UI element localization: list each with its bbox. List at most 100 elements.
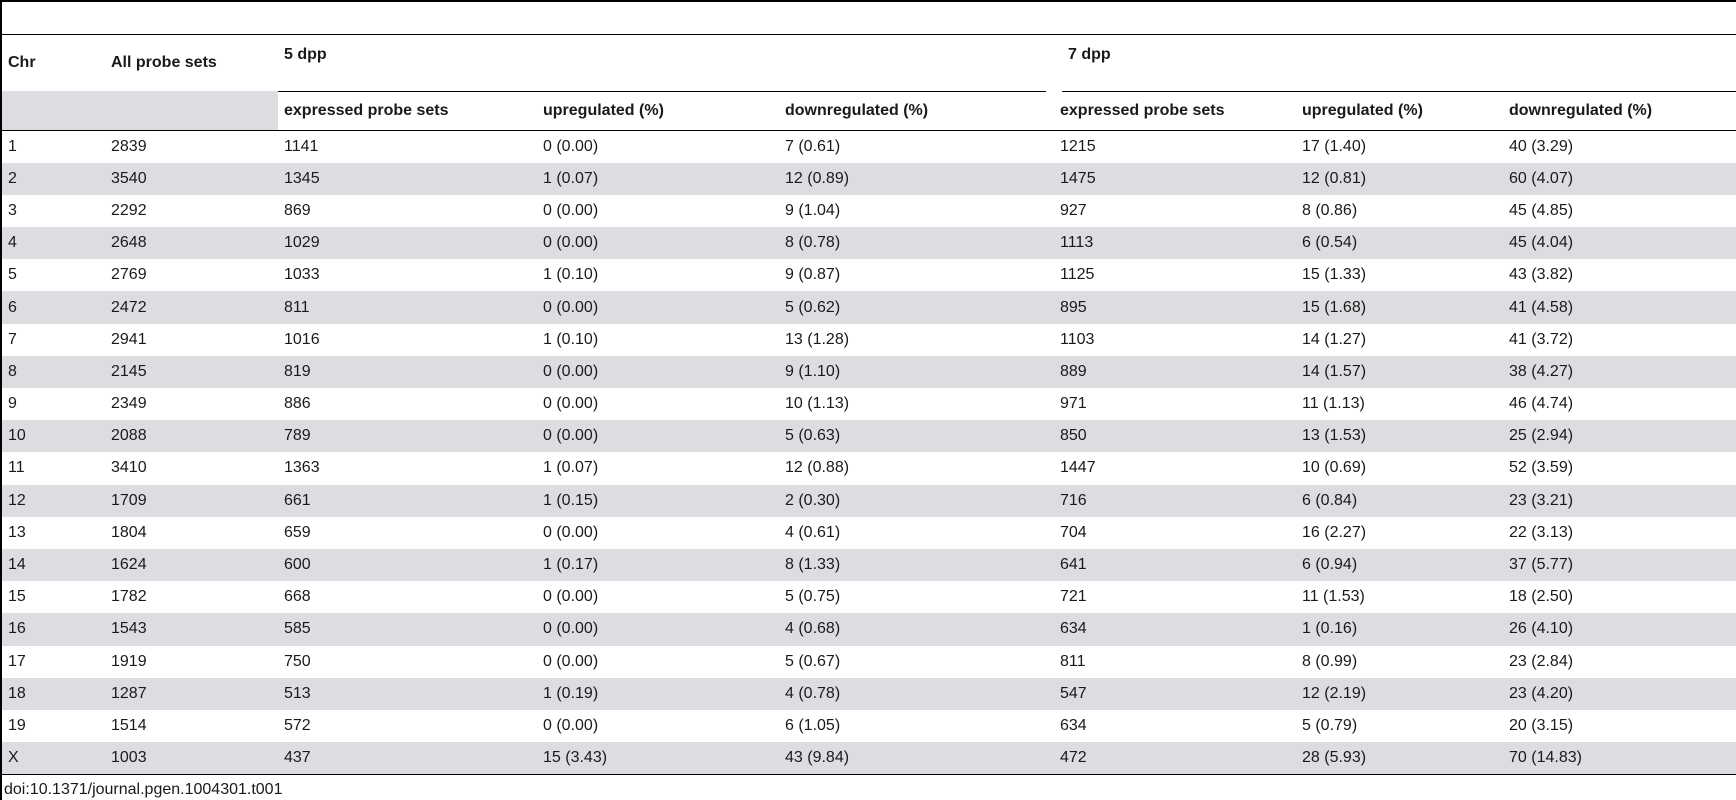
cell-5dpp-up: 1 (0.10) [543, 330, 599, 348]
cell-7dpp-down: 40 (3.29) [1509, 137, 1574, 155]
cell-7dpp-down: 46 (4.74) [1509, 395, 1574, 413]
cell-5dpp-down: 5 (0.67) [785, 652, 841, 670]
cell-7dpp-expressed: 634 [1060, 716, 1087, 734]
cell-7dpp-expressed: 641 [1054, 548, 1296, 582]
cell-chr: 3 [8, 201, 17, 219]
cell-chr: 7 [8, 330, 17, 348]
cell-chr: 11 [8, 459, 25, 477]
table-row: 11 3410 1363 1 (0.07) 12 (0.88) 1447 10 (0.69)… [2, 452, 1736, 484]
cell-chr: 15 [8, 588, 26, 606]
header-all-blank [105, 91, 278, 131]
cell-7dpp-down: 20 (3.15) [1509, 716, 1574, 734]
cell-7dpp-down: 23 (3.21) [1503, 484, 1736, 517]
cell-7dpp-up: 12 (2.19) [1296, 677, 1503, 710]
table-row: 16 1543 585 0 (0.00) 4 (0.68) 634 1 (0.16) 26 (… [2, 613, 1736, 646]
cell-5dpp-expressed: 869 [284, 201, 311, 219]
cell-5dpp-up: 1 (0.17) [537, 548, 779, 582]
cell-chr: 10 [2, 420, 105, 453]
cell-7dpp-down: 60 (4.07) [1503, 162, 1736, 195]
cell-5dpp-expressed: 1141 [284, 137, 319, 155]
cell-7dpp-up: 11 (1.53) [1302, 588, 1365, 606]
top-rule [0, 0, 1736, 2]
doi-caption: doi:10.1371/journal.pgen.1004301.t001 [4, 781, 283, 798]
cell-5dpp-expressed: 1345 [278, 162, 537, 195]
cell-all-probe-sets: 2292 [111, 201, 147, 219]
cell-chr: 12 [2, 484, 105, 517]
cell-7dpp-up: 6 (0.94) [1296, 548, 1503, 582]
cell-chr: 5 [8, 266, 17, 284]
table-row: 12 1709 661 1 (0.15) 2 (0.30) 716 6 (0.84) 23 (… [2, 484, 1736, 517]
cell-7dpp-expressed: 721 [1060, 588, 1087, 606]
header-rule [0, 34, 1736, 35]
table-row: 4 2648 1029 0 (0.00) 8 (0.78) 1113 6 (0.54) 45 … [2, 227, 1736, 260]
cell-7dpp-up: 1 (0.16) [1296, 613, 1503, 646]
cell-5dpp-down: 8 (1.33) [779, 548, 1054, 582]
cell-5dpp-down: 12 (0.88) [785, 459, 850, 477]
cell-5dpp-up: 0 (0.00) [543, 716, 599, 734]
cell-7dpp-expressed: 889 [1054, 355, 1296, 388]
cell-5dpp-up: 1 (0.19) [537, 677, 779, 710]
cell-all-probe-sets: 1543 [105, 613, 278, 646]
cell-7dpp-expressed: 1475 [1054, 162, 1296, 195]
cell-7dpp-expressed: 716 [1054, 484, 1296, 517]
cell-all-probe-sets: 1804 [111, 523, 147, 541]
table-row: 6 2472 811 0 (0.00) 5 (0.62) 895 15 (1.68) 41 (… [2, 291, 1736, 324]
header-7dpp-up: upregulated (%) [1296, 91, 1503, 131]
table-row: 8 2145 819 0 (0.00) 9 (1.10) 889 14 (1.57) 38 (… [2, 355, 1736, 388]
cell-5dpp-up: 0 (0.00) [543, 588, 599, 606]
cell-5dpp-up: 1 (0.15) [537, 484, 779, 517]
cell-5dpp-down: 5 (0.63) [779, 420, 1054, 453]
table-row: X 1003 437 15 (3.43) 43 (9.84) 472 28 (5.93) 70… [2, 742, 1736, 776]
cell-5dpp-expressed: 437 [278, 742, 537, 776]
cell-5dpp-expressed: 1363 [284, 459, 320, 477]
cell-5dpp-expressed: 585 [278, 613, 537, 646]
cell-5dpp-expressed: 659 [284, 523, 311, 541]
cell-7dpp-expressed: 547 [1054, 677, 1296, 710]
cell-all-probe-sets: 1709 [105, 484, 278, 517]
cell-all-probe-sets: 2648 [105, 227, 278, 260]
header-5dpp-expressed: expressed probe sets [278, 91, 537, 131]
cell-5dpp-expressed: 600 [278, 548, 537, 582]
header-7dpp: 7 dpp [1054, 40, 1736, 92]
cell-5dpp-down: 6 (1.05) [785, 716, 841, 734]
cell-7dpp-expressed: 634 [1054, 613, 1296, 646]
cell-7dpp-up: 17 (1.40) [1302, 137, 1367, 155]
cell-7dpp-expressed: 1447 [1060, 459, 1096, 477]
cell-all-probe-sets: 1624 [105, 548, 278, 582]
cell-all-probe-sets: 2145 [105, 355, 278, 388]
cell-chr: 14 [2, 548, 105, 582]
cell-7dpp-down: 41 (3.72) [1509, 330, 1574, 348]
cell-5dpp-up: 0 (0.00) [537, 227, 779, 260]
cell-all-probe-sets: 1782 [111, 588, 147, 606]
cell-5dpp-down: 9 (1.10) [779, 355, 1054, 388]
cell-5dpp-up: 15 (3.43) [537, 742, 779, 776]
cell-7dpp-expressed: 811 [1060, 652, 1086, 670]
cell-chr: 4 [2, 227, 105, 260]
cell-chr: 6 [2, 291, 105, 324]
cell-7dpp-expressed: 1103 [1060, 330, 1095, 348]
cell-5dpp-up: 0 (0.00) [537, 613, 779, 646]
cell-7dpp-up: 10 (0.69) [1302, 459, 1367, 477]
cell-5dpp-expressed: 572 [284, 716, 311, 734]
cell-7dpp-up: 8 (0.86) [1302, 201, 1358, 219]
cell-7dpp-up: 12 (0.81) [1296, 162, 1503, 195]
cell-5dpp-up: 1 (0.10) [543, 266, 599, 284]
header-row-columns: expressed probe sets upregulated (%) dow… [2, 91, 1736, 131]
cell-5dpp-up: 0 (0.00) [537, 420, 779, 453]
table-row: 5 2769 1033 1 (0.10) 9 (0.87) 1125 15 (1.33) 43… [2, 259, 1736, 291]
table-row: 7 2941 1016 1 (0.10) 13 (1.28) 1103 14 (1.27) 4… [2, 324, 1736, 356]
header-row-groups: Chr All probe sets 5 dpp 7 dpp [2, 40, 1736, 92]
cell-chr: 2 [2, 162, 105, 195]
cell-7dpp-down: 45 (4.04) [1503, 227, 1736, 260]
cell-5dpp-down: 5 (0.62) [779, 291, 1054, 324]
cell-5dpp-expressed: 661 [278, 484, 537, 517]
header-all-probe-sets: All probe sets [111, 54, 217, 71]
cell-all-probe-sets: 1287 [105, 677, 278, 710]
cell-5dpp-up: 0 (0.00) [543, 137, 599, 155]
cell-5dpp-up: 0 (0.00) [543, 395, 599, 413]
cell-all-probe-sets: 1919 [111, 652, 147, 670]
cell-5dpp-expressed: 819 [278, 355, 537, 388]
cell-all-probe-sets: 1003 [105, 742, 278, 776]
cell-5dpp-down: 43 (9.84) [779, 742, 1054, 776]
